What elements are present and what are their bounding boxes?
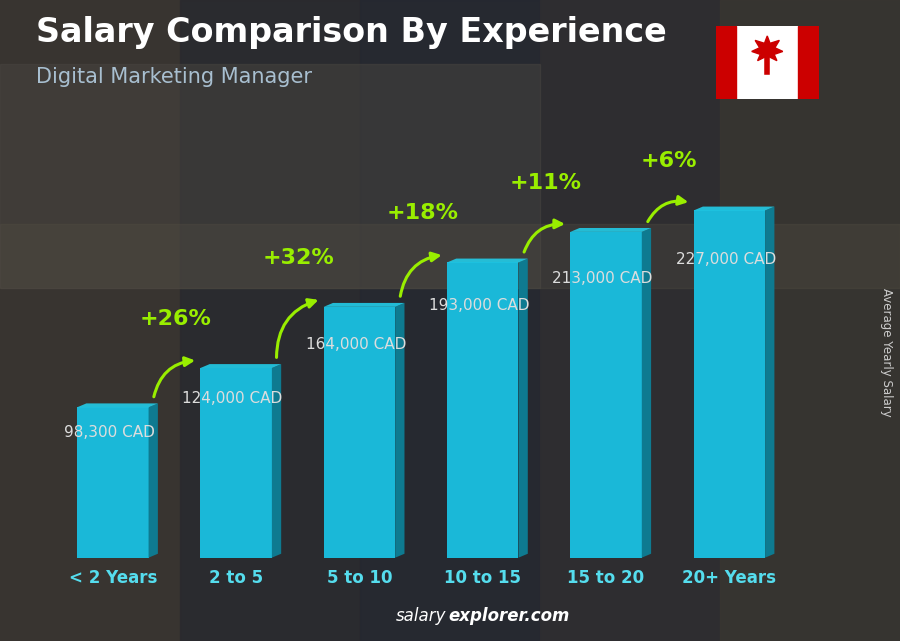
Bar	[360, 0, 540, 641]
Polygon shape	[395, 303, 404, 558]
Text: +11%: +11%	[509, 172, 581, 193]
Text: Salary Comparison By Experience: Salary Comparison By Experience	[36, 16, 667, 49]
Text: Average Yearly Salary: Average Yearly Salary	[880, 288, 893, 417]
Bar	[798, 26, 819, 99]
Text: 227,000 CAD: 227,000 CAD	[676, 252, 776, 267]
Text: +6%: +6%	[641, 151, 697, 171]
Bar	[720, 0, 900, 641]
Text: 213,000 CAD: 213,000 CAD	[553, 271, 652, 286]
Polygon shape	[518, 258, 527, 558]
Polygon shape	[324, 303, 404, 307]
Text: 164,000 CAD: 164,000 CAD	[305, 337, 406, 352]
Bar	[0, 64, 540, 288]
Text: salary: salary	[396, 607, 446, 625]
Polygon shape	[77, 407, 148, 558]
Bar	[540, 0, 720, 641]
Polygon shape	[201, 364, 281, 368]
Bar	[736, 26, 798, 99]
Bar	[180, 0, 360, 641]
Polygon shape	[77, 403, 158, 407]
Bar	[0, 224, 900, 288]
Polygon shape	[765, 206, 774, 558]
Text: 124,000 CAD: 124,000 CAD	[183, 391, 283, 406]
Polygon shape	[571, 232, 642, 558]
Bar	[0, 0, 180, 641]
Polygon shape	[642, 228, 651, 558]
Text: +18%: +18%	[386, 203, 458, 223]
Bar	[716, 26, 736, 99]
Polygon shape	[201, 368, 272, 558]
Text: +26%: +26%	[140, 309, 212, 329]
Text: Digital Marketing Manager: Digital Marketing Manager	[36, 67, 312, 87]
Text: +32%: +32%	[263, 247, 335, 268]
Text: explorer.com: explorer.com	[448, 607, 570, 625]
Polygon shape	[148, 403, 157, 558]
Text: 193,000 CAD: 193,000 CAD	[428, 298, 529, 313]
Polygon shape	[447, 258, 527, 263]
Polygon shape	[324, 307, 395, 558]
Polygon shape	[752, 36, 783, 61]
Polygon shape	[694, 206, 774, 210]
Polygon shape	[447, 263, 518, 558]
Text: 98,300 CAD: 98,300 CAD	[64, 426, 155, 440]
Polygon shape	[571, 228, 651, 232]
Polygon shape	[272, 364, 281, 558]
Polygon shape	[694, 210, 765, 558]
